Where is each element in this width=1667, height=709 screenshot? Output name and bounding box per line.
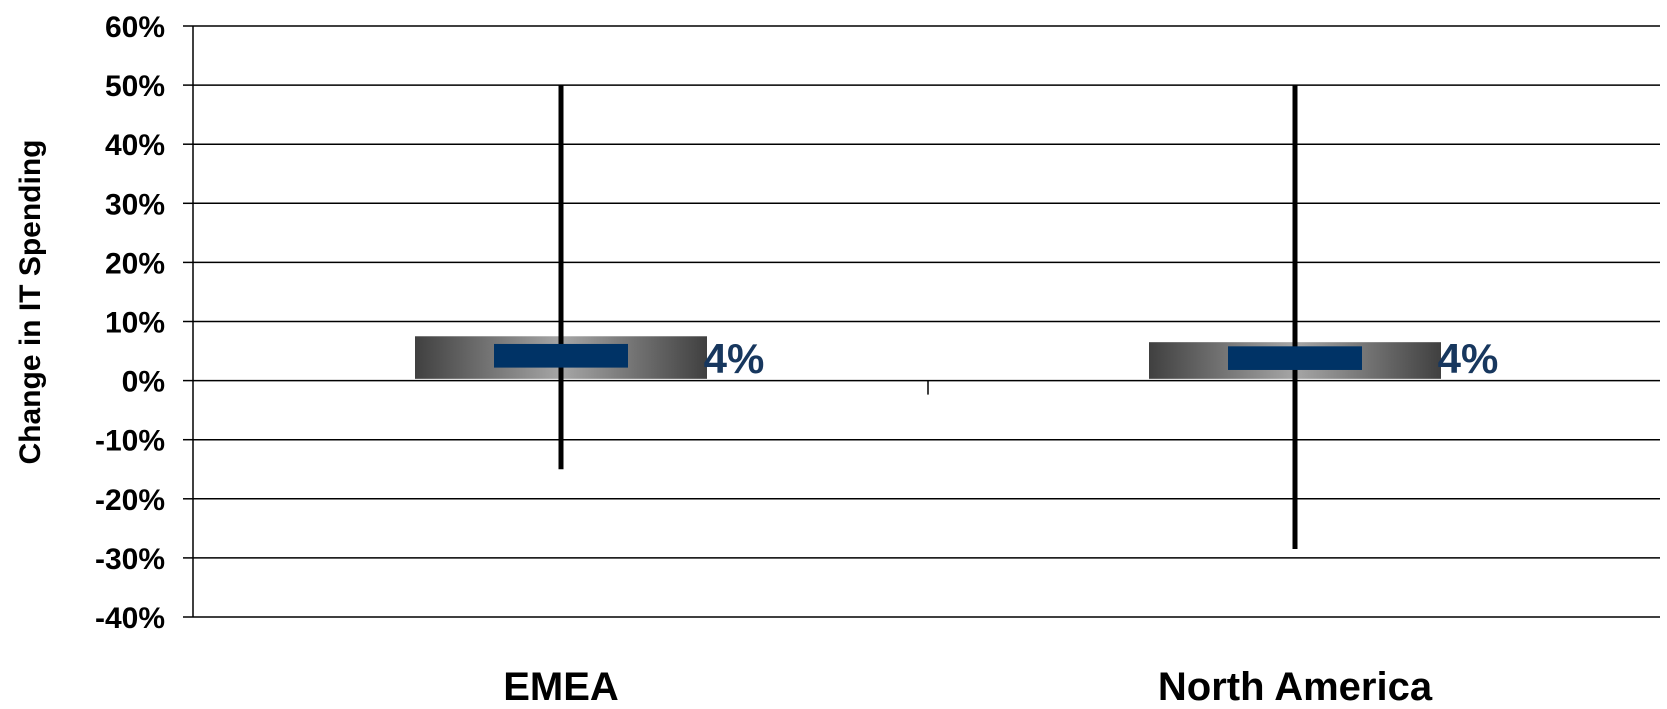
y-tick-label: -30% (95, 543, 165, 576)
x-category-label: North America (1158, 665, 1433, 704)
y-tick-label: 30% (105, 188, 165, 221)
y-tick-label: -40% (95, 602, 165, 635)
median-bar (1228, 346, 1362, 370)
data-label: 4% (1438, 335, 1499, 382)
y-tick-label: -10% (95, 425, 165, 458)
axes (183, 25, 929, 618)
x-axis-category-labels: EMEA North America (503, 665, 1433, 709)
gridlines (193, 25, 1660, 618)
box-plots: 4% 4% (415, 85, 1499, 550)
y-axis-title: Change in IT Spending (14, 140, 47, 465)
y-tick-label: -20% (95, 484, 165, 517)
x-category-label: EMEA (503, 665, 619, 704)
box-plot-emea: 4% (415, 85, 765, 470)
y-tick-label: 0% (122, 366, 165, 399)
y-tick-label: 20% (105, 247, 165, 280)
box-plot-north-america: 4% (1149, 85, 1499, 550)
y-tick-label: 10% (105, 307, 165, 340)
y-tick-label: 40% (105, 129, 165, 162)
y-tick-label: 50% (105, 70, 165, 103)
data-label: 4% (704, 335, 765, 382)
y-axis-tick-labels: 60% 50% 40% 30% 20% 10% 0% -10% -20% -30% -40% (95, 11, 165, 635)
y-tick-label: 60% (105, 11, 165, 44)
median-bar (494, 343, 628, 368)
